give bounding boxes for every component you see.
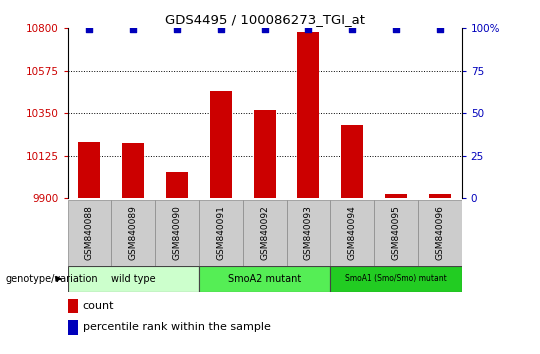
Point <box>348 26 356 32</box>
Text: GSM840096: GSM840096 <box>435 205 444 260</box>
Text: wild type: wild type <box>111 274 156 284</box>
Bar <box>68 320 78 335</box>
Text: count: count <box>83 301 114 311</box>
Bar <box>155 200 199 266</box>
Bar <box>78 142 100 198</box>
Bar <box>199 266 330 292</box>
Bar <box>287 200 330 266</box>
Bar <box>242 200 287 266</box>
Point <box>129 26 138 32</box>
Bar <box>68 266 199 292</box>
Point <box>392 26 400 32</box>
Bar <box>166 172 188 198</box>
Bar <box>199 200 242 266</box>
Point <box>260 26 269 32</box>
Bar <box>330 266 462 292</box>
Bar <box>330 200 374 266</box>
Text: percentile rank within the sample: percentile rank within the sample <box>83 322 271 332</box>
Point <box>435 26 444 32</box>
Bar <box>122 143 144 198</box>
Text: GSM840095: GSM840095 <box>392 205 401 260</box>
Bar <box>254 109 275 198</box>
Bar <box>429 194 451 198</box>
Text: GSM840092: GSM840092 <box>260 205 269 260</box>
Point <box>304 26 313 32</box>
Bar <box>68 200 111 266</box>
Bar <box>210 91 232 198</box>
Text: genotype/variation: genotype/variation <box>5 274 98 284</box>
Bar <box>298 32 319 198</box>
Bar <box>68 298 78 313</box>
Bar <box>385 194 407 198</box>
Bar <box>418 200 462 266</box>
Text: GSM840088: GSM840088 <box>85 205 94 260</box>
Bar <box>341 125 363 198</box>
Text: SmoA2 mutant: SmoA2 mutant <box>228 274 301 284</box>
Text: GSM840091: GSM840091 <box>217 205 225 260</box>
Text: GSM840089: GSM840089 <box>129 205 138 260</box>
Point <box>217 26 225 32</box>
Title: GDS4495 / 100086273_TGI_at: GDS4495 / 100086273_TGI_at <box>165 13 364 26</box>
Bar <box>111 200 155 266</box>
Bar <box>374 200 418 266</box>
Point <box>173 26 181 32</box>
Text: SmoA1 (Smo/Smo) mutant: SmoA1 (Smo/Smo) mutant <box>345 274 447 283</box>
Text: GSM840094: GSM840094 <box>348 205 357 260</box>
Text: GSM840090: GSM840090 <box>172 205 181 260</box>
Text: GSM840093: GSM840093 <box>304 205 313 260</box>
Point <box>85 26 94 32</box>
